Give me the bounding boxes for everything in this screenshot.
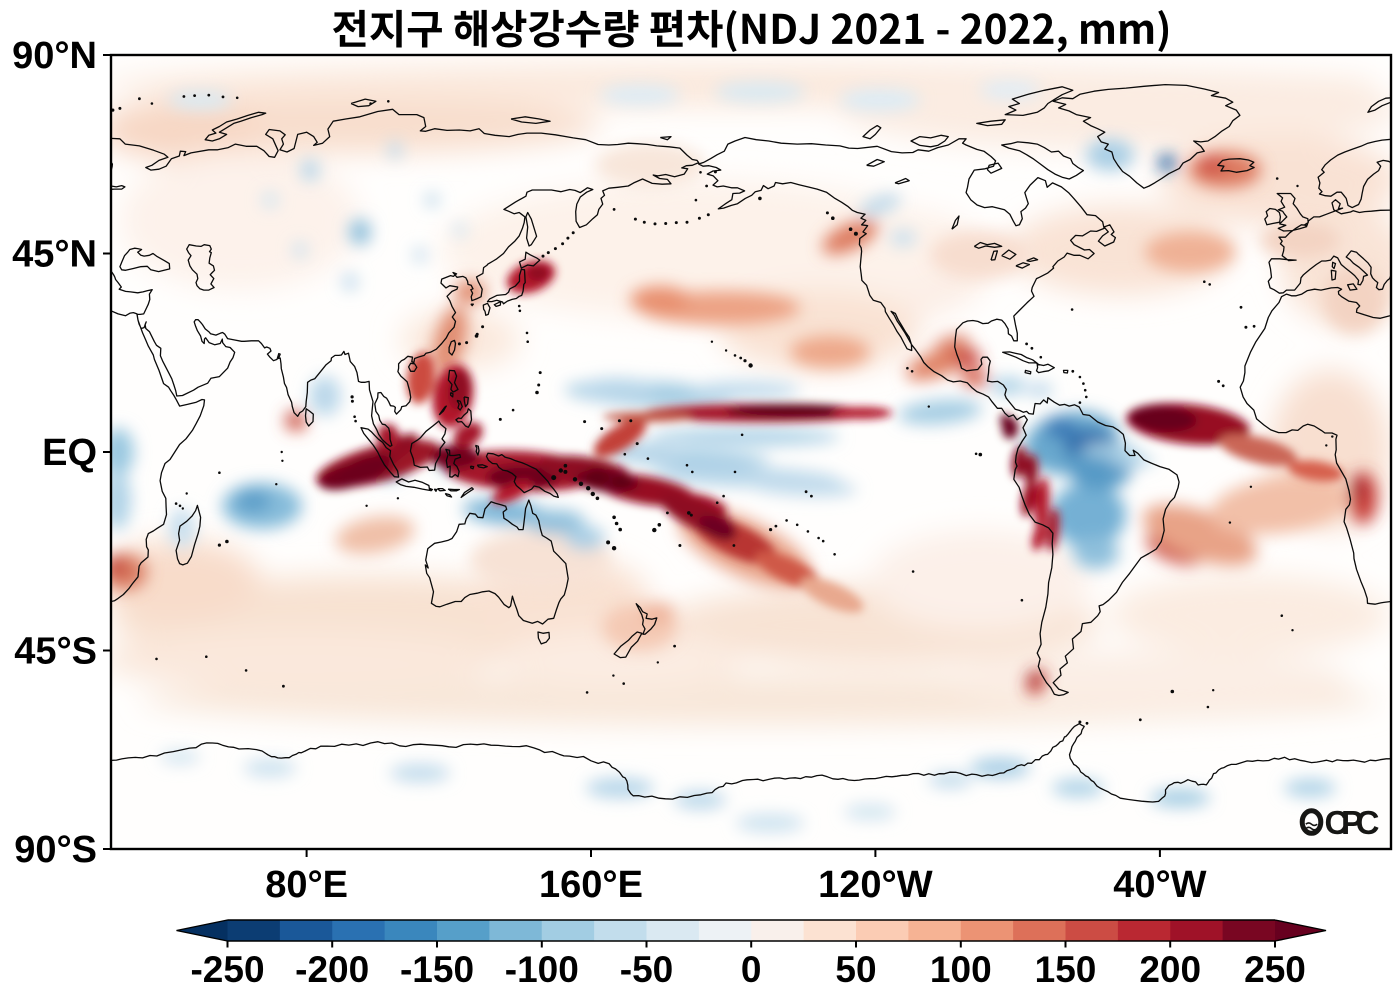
svg-text:200: 200 bbox=[1139, 949, 1201, 990]
svg-text:160°E: 160°E bbox=[539, 864, 643, 906]
svg-text:40°W: 40°W bbox=[1113, 864, 1206, 906]
svg-text:45°N: 45°N bbox=[12, 234, 97, 276]
svg-text:-250: -250 bbox=[190, 949, 264, 990]
svg-text:0: 0 bbox=[741, 949, 762, 990]
svg-text:EQ: EQ bbox=[42, 432, 97, 474]
svg-text:-150: -150 bbox=[400, 949, 474, 990]
svg-text:250: 250 bbox=[1244, 949, 1306, 990]
svg-text:-200: -200 bbox=[295, 949, 369, 990]
svg-text:90°N: 90°N bbox=[12, 35, 97, 77]
svg-text:-50: -50 bbox=[620, 949, 673, 990]
svg-text:100: 100 bbox=[930, 949, 992, 990]
svg-text:80°E: 80°E bbox=[265, 864, 348, 906]
svg-text:CPC: CPC bbox=[1325, 804, 1380, 841]
svg-text:-100: -100 bbox=[505, 949, 579, 990]
svg-text:150: 150 bbox=[1035, 949, 1097, 990]
svg-text:120°W: 120°W bbox=[818, 864, 933, 906]
svg-text:90°S: 90°S bbox=[14, 829, 97, 871]
svg-text:50: 50 bbox=[835, 949, 876, 990]
svg-text:45°S: 45°S bbox=[14, 631, 97, 673]
